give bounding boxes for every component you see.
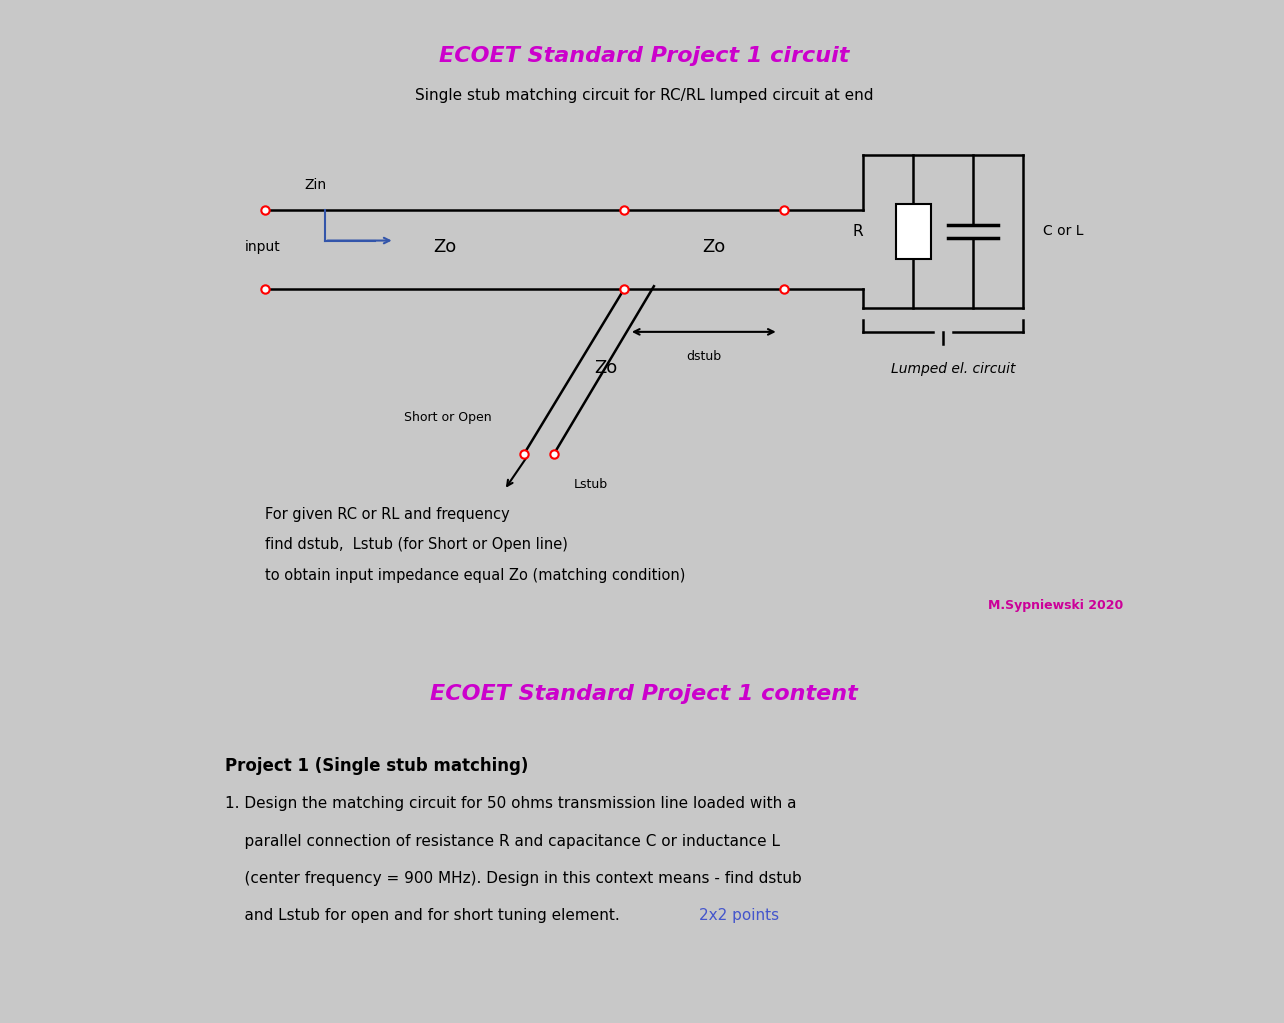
Text: and Lstub for open and for short tuning element.: and Lstub for open and for short tuning … [225, 908, 624, 923]
Bar [896, 204, 931, 259]
Text: find dstub,  Lstub (for Short or Open line): find dstub, Lstub (for Short or Open lin… [265, 537, 568, 552]
Text: For given RC or RL and frequency: For given RC or RL and frequency [265, 507, 510, 522]
Text: 1. Design the matching circuit for 50 ohms transmission line loaded with a: 1. Design the matching circuit for 50 oh… [225, 796, 796, 811]
Text: parallel connection of resistance R and capacitance C or inductance L: parallel connection of resistance R and … [225, 834, 779, 848]
Text: Short or Open: Short or Open [404, 410, 492, 424]
Text: Zo: Zo [702, 237, 725, 256]
Text: to obtain input impedance equal Zo (matching condition): to obtain input impedance equal Zo (matc… [265, 568, 686, 583]
Text: ECOET Standard Project 1 content: ECOET Standard Project 1 content [430, 684, 858, 704]
Text: Zo: Zo [433, 237, 456, 256]
Text: R: R [853, 224, 863, 239]
Text: dstub: dstub [686, 350, 722, 363]
Text: Lstub: Lstub [574, 478, 609, 491]
Text: ECOET Standard Project 1 circuit: ECOET Standard Project 1 circuit [439, 46, 849, 65]
Text: input: input [245, 239, 281, 254]
Text: 2x2 points: 2x2 points [698, 908, 779, 923]
Text: Single stub matching circuit for RC/RL lumped circuit at end: Single stub matching circuit for RC/RL l… [415, 88, 873, 103]
Text: M.Sypniewski 2020: M.Sypniewski 2020 [987, 598, 1122, 612]
Text: Zin: Zin [304, 178, 327, 192]
Text: Project 1 (Single stub matching): Project 1 (Single stub matching) [225, 757, 528, 775]
Text: Lumped el. circuit: Lumped el. circuit [891, 362, 1016, 376]
Text: C or L: C or L [1043, 224, 1084, 238]
Text: (center frequency = 900 MHz). Design in this context means - find dstub: (center frequency = 900 MHz). Design in … [225, 871, 801, 886]
Text: Zo: Zo [594, 359, 618, 377]
